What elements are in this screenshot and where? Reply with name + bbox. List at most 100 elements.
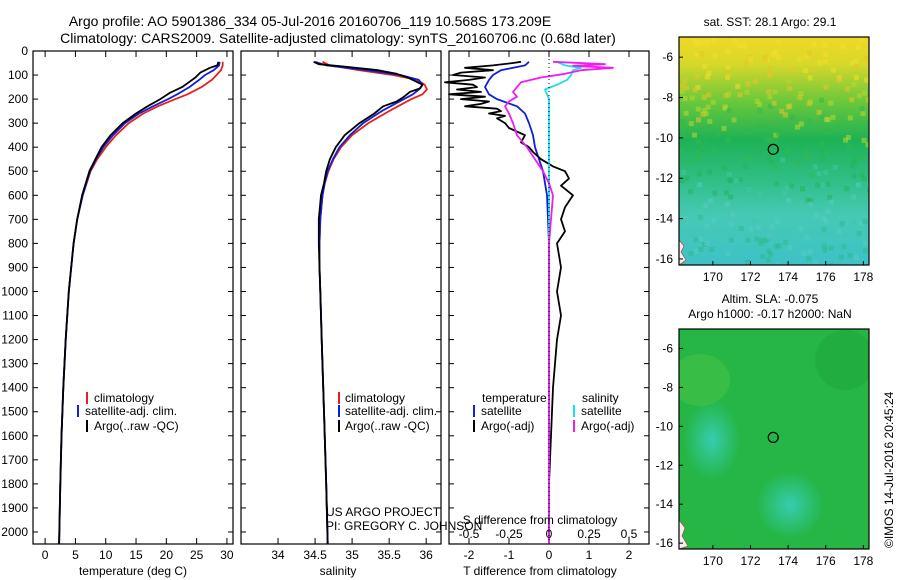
salinity-xlabel: salinity <box>320 564 357 578</box>
series-line-argo-raw-qc- <box>313 60 424 545</box>
sst-pixel <box>803 155 809 160</box>
sst-pixel <box>760 254 766 260</box>
sst-pixel <box>789 183 794 189</box>
sst-pixel <box>783 239 789 245</box>
sst-pixel <box>725 64 731 70</box>
sst-pixel <box>780 157 786 163</box>
sst-pixel <box>867 181 869 187</box>
sst-pixel <box>851 194 857 200</box>
map-lat-label: -10 <box>656 131 674 145</box>
temperature-panel-frame <box>32 50 234 545</box>
sst-pixel <box>787 245 793 251</box>
sst-pixel <box>809 172 815 178</box>
x-tick-label: 30 <box>220 548 234 562</box>
sst-pixel <box>850 163 856 169</box>
sst-pixel <box>851 219 857 225</box>
sst-pixel <box>684 175 690 181</box>
sst-pixel <box>766 248 772 254</box>
sst-pixel <box>757 101 763 107</box>
sst-pixel <box>726 128 732 134</box>
sst-pixel <box>775 39 781 45</box>
sst-pixel <box>768 137 774 143</box>
sst-pixel <box>825 209 831 215</box>
sst-pixel <box>808 99 813 105</box>
sst-pixel <box>682 78 688 84</box>
series-line-climatology <box>58 61 224 545</box>
sst-pixel <box>692 87 698 93</box>
sst-pixel <box>853 59 859 64</box>
sst-pixel <box>862 90 868 96</box>
sst-pixel <box>696 139 702 144</box>
sst-pixel <box>764 137 770 143</box>
sst-pixel <box>768 103 774 109</box>
sst-pixel <box>766 154 772 160</box>
sst-pixel <box>862 219 868 225</box>
depth-tick-label: 1600 <box>1 429 28 443</box>
sst-pixel <box>860 111 866 117</box>
sst-pixel <box>705 208 711 214</box>
sst-pixel <box>823 84 829 90</box>
map-lon-label: 170 <box>703 554 723 568</box>
sst-pixel <box>711 218 717 224</box>
sst-map-title: sat. SST: 28.1 Argo: 29.1 <box>704 15 837 29</box>
title-line-1: Argo profile: AO 5901386_334 05-Jul-2016… <box>69 13 551 29</box>
sst-pixel <box>727 178 733 184</box>
sst-pixel <box>745 237 751 243</box>
sst-pixel <box>766 234 772 240</box>
sst-pixel <box>703 203 709 209</box>
sst-pixel <box>863 55 869 61</box>
sla-map <box>679 329 869 549</box>
sst-pixel <box>679 83 685 89</box>
sst-pixel <box>723 190 729 196</box>
sst-pixel <box>741 43 747 49</box>
series-line-argo-raw-qc- <box>58 61 220 545</box>
sst-pixel <box>795 160 801 166</box>
legend-label: Argo(-adj) <box>481 419 534 433</box>
sst-pixel <box>807 50 812 56</box>
legend-label: satellite-adj. clim. <box>345 404 437 418</box>
sst-pixel <box>816 171 822 177</box>
sst-pixel <box>696 155 702 161</box>
sst-pixel <box>768 159 774 165</box>
sst-pixel <box>773 243 779 249</box>
x-tick-label: -2 <box>464 548 475 562</box>
difference-xlabel: T difference from climatology <box>463 564 617 578</box>
depth-tick-label: 700 <box>8 212 28 226</box>
sst-pixel <box>836 229 842 235</box>
sst-pixel <box>851 173 857 179</box>
sst-pixel <box>782 191 788 197</box>
temperature-plot: 0 5 10 15 20 25 30 <box>33 50 234 562</box>
sst-pixel <box>807 75 813 81</box>
sst-pixel <box>725 74 731 80</box>
sst-pixel <box>807 248 813 254</box>
sst-pixel <box>821 215 827 221</box>
sst-pixel <box>706 92 712 98</box>
sst-pixel <box>838 254 844 260</box>
sst-pixel <box>839 221 845 227</box>
sst-pixel <box>744 259 750 265</box>
sst-pixel <box>824 129 829 135</box>
depth-tick-label: 1200 <box>1 333 28 347</box>
sst-pixel <box>866 146 869 151</box>
s-tick-label: -0.5 <box>459 527 480 541</box>
x-tick-label: 34 <box>271 548 285 562</box>
sst-pixel <box>865 120 869 126</box>
sst-pixel <box>721 125 727 131</box>
sla-blob <box>679 354 730 406</box>
depth-tick-label: 1400 <box>1 381 28 395</box>
x-tick-label: 35.5 <box>377 548 401 562</box>
sst-pixel <box>775 131 781 137</box>
sst-pixel <box>830 114 836 120</box>
sst-pixel <box>702 63 708 69</box>
sst-pixel <box>712 190 718 196</box>
legend-title-salinity: salinity <box>582 391 619 405</box>
sst-pixel <box>785 148 791 154</box>
sst-pixel <box>714 132 720 138</box>
pi-name: PI: GREGORY C. JOHNSON <box>326 519 482 533</box>
sst-pixel <box>754 228 760 234</box>
map-lon-label: 170 <box>703 270 723 284</box>
sst-pixel <box>832 164 838 170</box>
sst-pixel <box>808 198 814 204</box>
sst-pixel <box>757 192 763 198</box>
x-tick-label: 10 <box>99 548 113 562</box>
